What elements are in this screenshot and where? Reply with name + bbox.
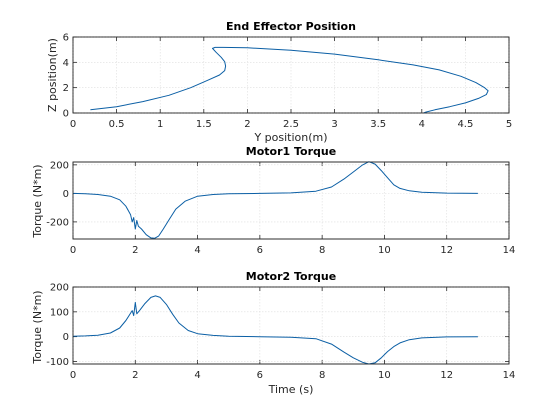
plot-area xyxy=(72,161,510,240)
x-axis-label: Time (s) xyxy=(268,383,314,396)
chart-title: Motor1 Torque xyxy=(246,145,336,158)
plot-frame xyxy=(72,286,510,365)
x-tick-label: 3 xyxy=(331,119,337,130)
series-line xyxy=(72,161,478,239)
x-tick-label: 14 xyxy=(503,370,516,381)
x-tick-label: 10 xyxy=(378,370,391,381)
x-tick-label: 4 xyxy=(419,119,425,130)
x-tick-label: 4 xyxy=(194,370,200,381)
x-tick-label: 4.5 xyxy=(457,119,473,130)
x-tick-label: 8 xyxy=(319,245,325,256)
plot-area xyxy=(72,36,510,114)
y-tick-label: 0 xyxy=(63,332,69,343)
y-tick-label: 6 xyxy=(63,33,69,44)
x-tick-label: 1.5 xyxy=(196,119,212,130)
x-tick-label: 2.5 xyxy=(283,119,299,130)
subplot-motor2-torque: Motor2 Torque Time (s) Torque (N*m) 0 2 4 6… xyxy=(31,270,515,396)
x-tick-label: 0 xyxy=(70,119,76,130)
plot-frame xyxy=(72,161,510,240)
x-tick-label: 5 xyxy=(506,119,512,130)
subplot-motor1-torque: Motor1 Torque Torque (N*m) 0 2 4 6 8 10 12 14 -2… xyxy=(31,145,515,256)
x-axis-label: Y position(m) xyxy=(253,131,327,144)
x-tick-label: 6 xyxy=(257,245,263,256)
series-line xyxy=(90,46,489,114)
y-tick-label: 200 xyxy=(50,160,69,171)
x-tick-label: 6 xyxy=(257,370,263,381)
chart-title: Motor2 Torque xyxy=(246,270,336,283)
x-tick-label: 4 xyxy=(194,245,200,256)
chart-title: End Effector Position xyxy=(226,20,356,33)
y-axis-label: Z position(m) xyxy=(46,38,59,112)
x-tick-label: 12 xyxy=(440,370,453,381)
y-tick-label: 200 xyxy=(50,283,69,294)
x-tick-label: 0.5 xyxy=(109,119,125,130)
y-axis-label: Torque (N*m) xyxy=(31,290,44,364)
x-tick-label: 8 xyxy=(319,370,325,381)
y-tick-label: -200 xyxy=(46,217,69,228)
subplot-end-effector-position: End Effector Position Y position(m) Z po… xyxy=(46,20,512,144)
y-tick-label: 0 xyxy=(63,189,69,200)
plot-frame xyxy=(72,36,510,114)
x-tick-label: 0 xyxy=(70,370,76,381)
x-tick-label: 2 xyxy=(132,370,138,381)
y-tick-label: 0 xyxy=(63,109,69,120)
y-tick-label: 2 xyxy=(63,83,69,94)
plot-area xyxy=(72,286,510,365)
y-axis-label: Torque (N*m) xyxy=(31,164,44,238)
x-tick-label: 2 xyxy=(132,245,138,256)
x-tick-label: 2 xyxy=(244,119,250,130)
y-tick-label: 4 xyxy=(63,58,69,69)
y-tick-label: 100 xyxy=(50,307,69,318)
x-tick-label: 0 xyxy=(70,245,76,256)
y-tick-label: -100 xyxy=(46,357,69,368)
x-tick-label: 3.5 xyxy=(370,119,386,130)
x-tick-label: 1 xyxy=(157,119,163,130)
x-tick-label: 12 xyxy=(440,245,453,256)
series-line xyxy=(72,295,478,365)
x-tick-label: 10 xyxy=(378,245,391,256)
x-tick-label: 14 xyxy=(503,245,516,256)
